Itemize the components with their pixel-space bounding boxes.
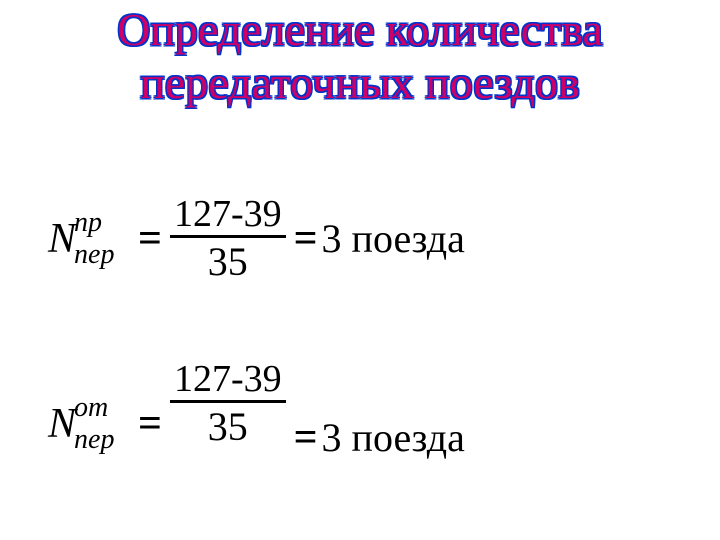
result-text: 3 поезда (322, 215, 465, 262)
variable-subsup: от пер (74, 394, 136, 454)
equals-sign: = (136, 400, 164, 448)
variable-n: N (48, 215, 76, 263)
variable-subsup: пр пер (74, 209, 136, 269)
fraction: 127-39 35 (170, 360, 286, 447)
superscript-pr: пр (74, 207, 102, 239)
equals-sign-2: = (292, 414, 320, 462)
denominator: 35 (208, 238, 248, 282)
fraction: 127-39 35 (170, 195, 286, 282)
equals-sign: = (136, 215, 164, 263)
equals-sign-2: = (292, 215, 320, 263)
numerator: 127-39 (170, 195, 286, 235)
variable-n: N (48, 400, 76, 448)
subscript-per: пер (74, 239, 114, 271)
superscript-ot: от (74, 392, 108, 424)
title-line-1: Определение количества (117, 4, 603, 55)
formula-row-ot: N от пер = 127-39 35 = 3 поезда (48, 380, 465, 467)
slide-title: Определение количества передаточных поез… (0, 4, 720, 110)
result-text: 3 поезда (322, 414, 465, 461)
numerator: 127-39 (170, 360, 286, 400)
subscript-per: пер (74, 424, 114, 456)
formula-row-pr: N пр пер = 127-39 35 = 3 поезда (48, 195, 465, 282)
title-line-2: передаточных поездов (140, 57, 580, 108)
slide: Определение количества передаточных поез… (0, 0, 720, 540)
denominator: 35 (208, 403, 248, 447)
